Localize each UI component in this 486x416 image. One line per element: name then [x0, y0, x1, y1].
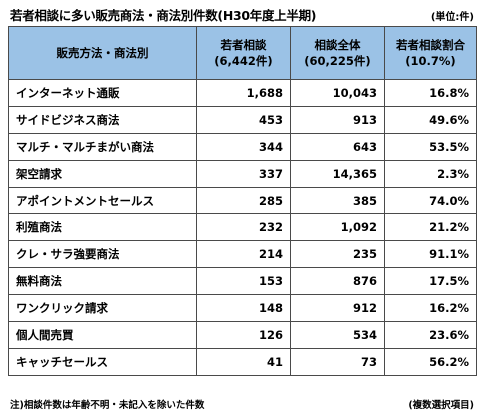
header-total: 相談全体 (60,225件) — [290, 26, 385, 80]
table-row: 架空請求 337 14,365 2.3% — [8, 159, 477, 188]
table-row: ワンクリック請求 148 912 16.2% — [8, 294, 477, 323]
row-youth-count: 41 — [196, 347, 291, 376]
row-youth-count: 285 — [196, 186, 291, 215]
unit-label: (単位:件) — [430, 12, 474, 23]
row-label: クレ・サラ強要商法 — [8, 240, 197, 269]
row-youth-ratio: 2.3% — [384, 159, 477, 188]
header-youth-count: (6,442件) — [214, 54, 273, 68]
header-ratio-value: (10.7%) — [405, 54, 456, 68]
row-youth-count: 1,688 — [196, 79, 291, 107]
row-youth-ratio: 23.6% — [384, 321, 477, 349]
row-total-count: 235 — [290, 240, 385, 269]
footnote-multiple-choice: (複数選択項目) — [408, 400, 474, 411]
row-total-count: 1,092 — [290, 213, 385, 242]
row-youth-count: 344 — [196, 132, 291, 161]
row-youth-count: 153 — [196, 267, 291, 296]
row-youth-ratio: 21.2% — [384, 213, 477, 242]
row-label: 無料商法 — [8, 267, 197, 296]
row-label: インターネット通販 — [8, 79, 197, 107]
header-ratio: 若者相談割合 (10.7%) — [384, 26, 477, 80]
row-youth-count: 453 — [196, 105, 291, 134]
data-table: 販売方法・商法別 若者相談 (6,442件) 相談全体 (60,225件) 若者… — [8, 26, 477, 376]
table-row: キャッチセールス 41 73 56.2% — [8, 347, 477, 376]
row-youth-count: 126 — [196, 321, 291, 349]
header-youth-title: 若者相談 — [220, 38, 267, 52]
row-youth-count: 148 — [196, 294, 291, 323]
row-total-count: 643 — [290, 132, 385, 161]
header-category: 販売方法・商法別 — [8, 26, 197, 80]
row-label: アポイントメントセールス — [8, 186, 197, 215]
row-youth-count: 337 — [196, 159, 291, 188]
row-youth-ratio: 17.5% — [384, 267, 477, 296]
row-youth-ratio: 16.8% — [384, 79, 477, 107]
row-label: サイドビジネス商法 — [8, 105, 197, 134]
row-total-count: 73 — [290, 347, 385, 376]
row-total-count: 14,365 — [290, 159, 385, 188]
row-total-count: 876 — [290, 267, 385, 296]
header-total-title: 相談全体 — [314, 38, 361, 52]
table-body: インターネット通販 1,688 10,043 16.8% サイドビジネス商法 453 913… — [8, 79, 477, 376]
row-youth-ratio: 56.2% — [384, 347, 477, 376]
row-label: 個人間売買 — [8, 321, 197, 349]
header-total-count: (60,225件) — [304, 54, 371, 68]
row-youth-count: 214 — [196, 240, 291, 269]
row-total-count: 912 — [290, 294, 385, 323]
row-label: 利殖商法 — [8, 213, 197, 242]
row-total-count: 385 — [290, 186, 385, 215]
table-row: サイドビジネス商法 453 913 49.6% — [8, 105, 477, 134]
table-row: クレ・サラ強要商法 214 235 91.1% — [8, 240, 477, 269]
row-youth-ratio: 91.1% — [384, 240, 477, 269]
header-ratio-title: 若者相談割合 — [396, 38, 465, 52]
header-youth: 若者相談 (6,442件) — [196, 26, 291, 80]
row-youth-count: 232 — [196, 213, 291, 242]
row-youth-ratio: 49.6% — [384, 105, 477, 134]
table-row: 利殖商法 232 1,092 21.2% — [8, 213, 477, 242]
row-label: マルチ・マルチまがい商法 — [8, 132, 197, 161]
table-row: 個人間売買 126 534 23.6% — [8, 321, 477, 349]
row-total-count: 913 — [290, 105, 385, 134]
row-youth-ratio: 53.5% — [384, 132, 477, 161]
row-total-count: 534 — [290, 321, 385, 349]
row-youth-ratio: 74.0% — [384, 186, 477, 215]
row-total-count: 10,043 — [290, 79, 385, 107]
table-row: マルチ・マルチまがい商法 344 643 53.5% — [8, 132, 477, 161]
row-youth-ratio: 16.2% — [384, 294, 477, 323]
footnote: 注)相談件数は年齢不明・未記入を除いた件数 — [10, 400, 205, 411]
table-row: アポイントメントセールス 285 385 74.0% — [8, 186, 477, 215]
table-row: 無料商法 153 876 17.5% — [8, 267, 477, 296]
table-row: インターネット通販 1,688 10,043 16.8% — [8, 79, 477, 107]
page-title: 若者相談に多い販売商法・商法別件数(H30年度上半期) — [10, 8, 317, 23]
row-label: キャッチセールス — [8, 347, 197, 376]
table-header-row: 販売方法・商法別 若者相談 (6,442件) 相談全体 (60,225件) 若者… — [8, 26, 477, 80]
row-label: 架空請求 — [8, 159, 197, 188]
row-label: ワンクリック請求 — [8, 294, 197, 323]
